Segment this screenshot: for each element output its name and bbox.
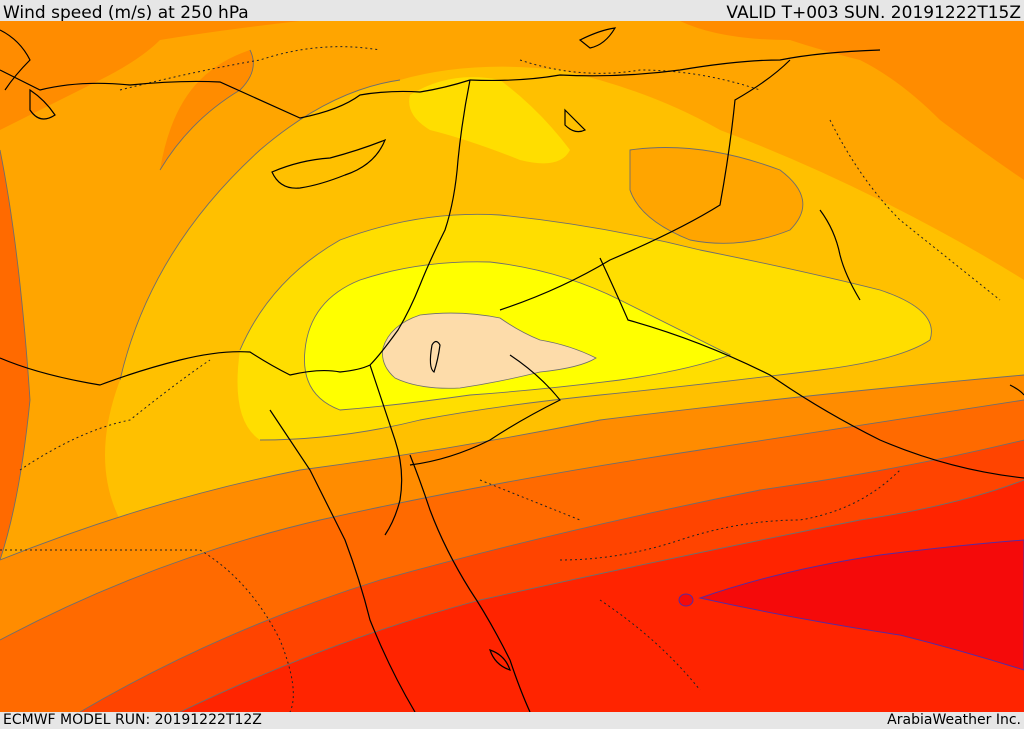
internal-boundaries: [0, 46, 1001, 712]
band-yellow-lebanon: [409, 77, 570, 164]
map-title: Wind speed (m/s) at 250 hPa: [3, 3, 249, 23]
coastlines-borders: [0, 27, 1024, 712]
band-orange-syria: [630, 147, 803, 244]
map-canvas: [0, 21, 1024, 712]
contour-lines: [0, 49, 1024, 712]
title-bar: Wind speed (m/s) at 250 hPa VALID T+003 …: [0, 0, 1024, 23]
band-peak-core: [382, 312, 597, 389]
band-orange-nw: [0, 21, 300, 130]
credit-label: ArabiaWeather Inc.: [887, 712, 1021, 728]
footer-bar: ECMWF MODEL RUN: 20191222T12Z ArabiaWeat…: [0, 712, 1024, 729]
model-run-label: ECMWF MODEL RUN: 20191222T12Z: [3, 712, 262, 728]
valid-time: VALID T+003 SUN. 20191222T15Z: [726, 3, 1021, 23]
band-deeper-red: [180, 480, 1024, 712]
band-dark-orange-ne: [680, 21, 1024, 180]
band-deep-red-core: [698, 539, 1024, 671]
band-deep-red-spot: [678, 593, 694, 607]
band-orange-cyprus: [160, 50, 254, 170]
wind-speed-map: [0, 21, 1024, 712]
